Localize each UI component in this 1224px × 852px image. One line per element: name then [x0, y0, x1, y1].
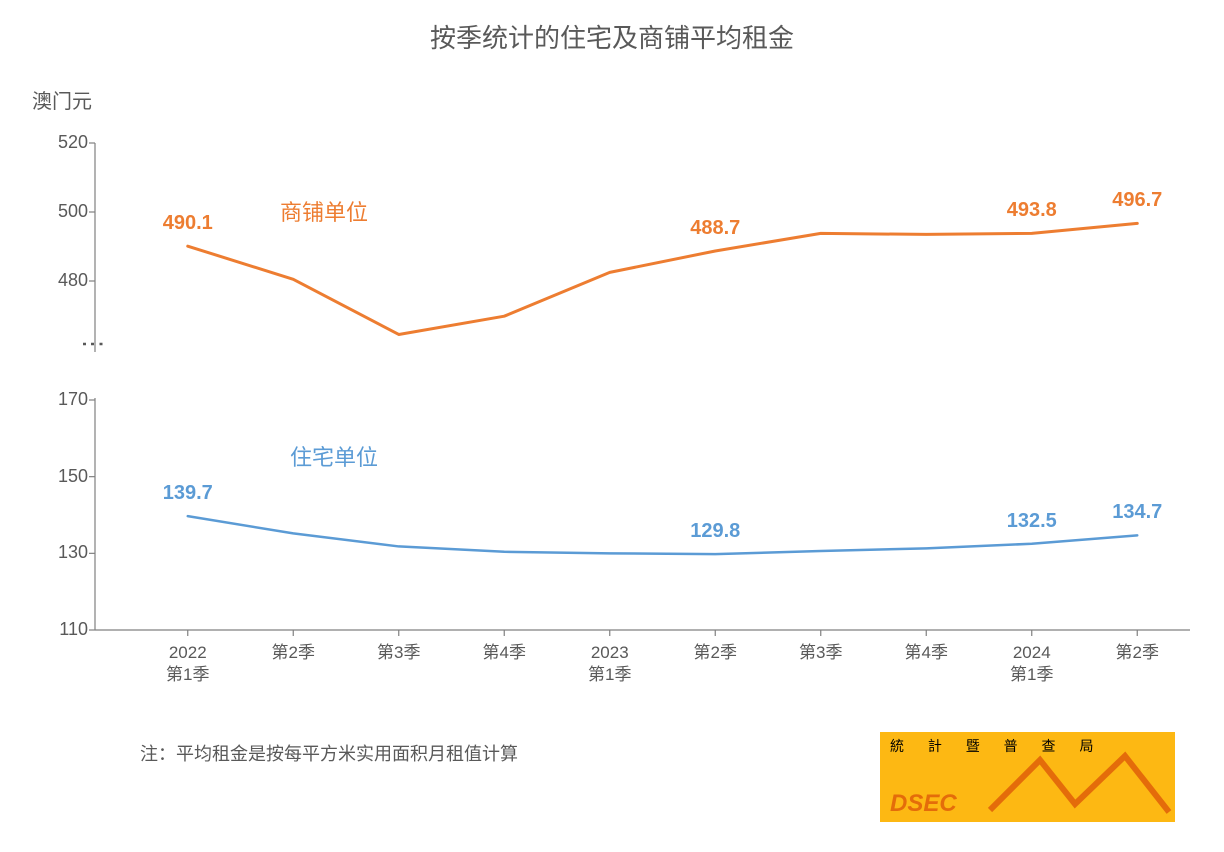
x-tick-label: 2024 第1季 — [982, 642, 1082, 686]
series-legend-label: 商铺单位 — [280, 195, 368, 227]
y-tick-label: 170 — [50, 389, 88, 410]
series-legend-label: 住宅单位 — [290, 440, 378, 472]
y-tick-label: 150 — [50, 466, 88, 487]
dsec-logo-main-text: DSEC — [890, 790, 957, 818]
series-point-label: 139.7 — [148, 482, 228, 505]
x-tick-label: 第3季 — [771, 642, 871, 664]
y-tick-label: 110 — [50, 619, 88, 640]
series-point-label: 493.8 — [992, 199, 1072, 222]
x-tick-label: 第4季 — [454, 642, 554, 664]
series-point-label: 488.7 — [675, 217, 755, 240]
dsec-logo: 統 計 暨 普 查 局 DSEC — [880, 732, 1175, 822]
series-point-label: 129.8 — [675, 520, 755, 543]
x-tick-label: 第2季 — [665, 642, 765, 664]
x-tick-label: 第4季 — [876, 642, 976, 664]
chart-svg — [0, 0, 1224, 852]
series-point-label: 132.5 — [992, 510, 1072, 533]
dsec-logo-top-text: 統 計 暨 普 查 局 — [890, 736, 1103, 756]
x-tick-label: 第2季 — [243, 642, 343, 664]
y-tick-label: 480 — [50, 270, 88, 291]
chart-footnote: 注：平均租金是按每平方米实用面积月租值计算 — [140, 740, 518, 766]
x-tick-label: 第2季 — [1087, 642, 1187, 664]
y-tick-label: 130 — [50, 542, 88, 563]
x-tick-label: 2022 第1季 — [138, 642, 238, 686]
x-tick-label: 2023 第1季 — [560, 642, 660, 686]
y-tick-label: 500 — [50, 201, 88, 222]
x-tick-label: 第3季 — [349, 642, 449, 664]
y-tick-label: 520 — [50, 132, 88, 153]
series-point-label: 134.7 — [1097, 501, 1177, 524]
series-point-label: 496.7 — [1097, 189, 1177, 212]
chart-container: 按季统计的住宅及商铺平均租金 澳门元 ⋮ 注：平均租金是按每平方米实用面积月租值… — [0, 0, 1224, 852]
series-point-label: 490.1 — [148, 212, 228, 235]
